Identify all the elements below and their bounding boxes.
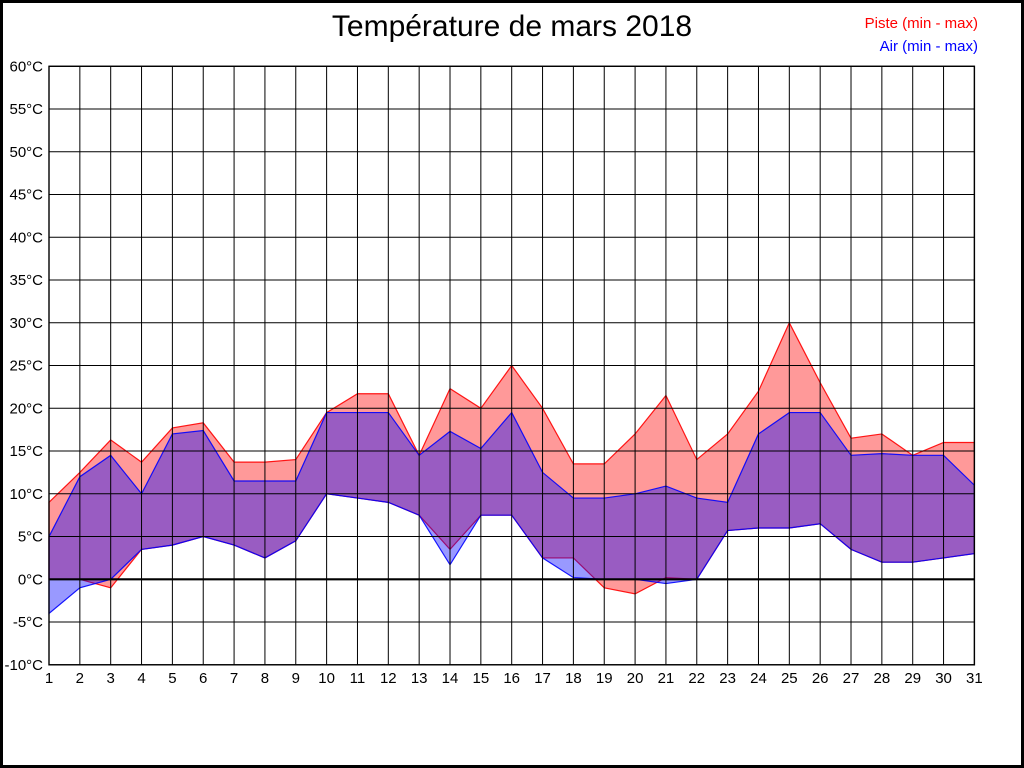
svg-text:22: 22 — [688, 670, 705, 687]
svg-text:-10°C: -10°C — [4, 657, 43, 674]
svg-text:25°C: 25°C — [9, 358, 43, 375]
svg-text:28: 28 — [874, 670, 891, 687]
svg-text:35°C: 35°C — [9, 272, 43, 289]
svg-text:27: 27 — [843, 670, 860, 687]
svg-text:20°C: 20°C — [9, 400, 43, 417]
svg-text:6: 6 — [199, 670, 207, 687]
svg-text:23: 23 — [719, 670, 736, 687]
svg-text:1: 1 — [45, 670, 53, 687]
svg-text:60°C: 60°C — [9, 58, 43, 75]
svg-text:24: 24 — [750, 670, 767, 687]
svg-text:25: 25 — [781, 670, 798, 687]
svg-text:30°C: 30°C — [9, 315, 43, 332]
svg-text:12: 12 — [380, 670, 397, 687]
svg-text:3: 3 — [107, 670, 115, 687]
svg-text:7: 7 — [230, 670, 238, 687]
svg-text:11: 11 — [350, 670, 366, 687]
svg-text:13: 13 — [411, 670, 428, 687]
svg-text:55°C: 55°C — [9, 101, 43, 118]
svg-text:15°C: 15°C — [9, 443, 43, 460]
svg-text:5°C: 5°C — [18, 529, 43, 546]
svg-text:-5°C: -5°C — [13, 614, 43, 631]
svg-text:9: 9 — [292, 670, 300, 687]
svg-text:10°C: 10°C — [9, 486, 43, 503]
svg-text:17: 17 — [534, 670, 551, 687]
svg-text:2: 2 — [76, 670, 84, 687]
svg-text:15: 15 — [473, 670, 490, 687]
svg-text:4: 4 — [137, 670, 145, 687]
svg-text:14: 14 — [442, 670, 459, 687]
svg-text:50°C: 50°C — [9, 144, 43, 161]
svg-text:8: 8 — [261, 670, 269, 687]
svg-text:29: 29 — [904, 670, 921, 687]
svg-text:20: 20 — [627, 670, 644, 687]
svg-text:0°C: 0°C — [18, 571, 43, 588]
svg-text:10: 10 — [318, 670, 335, 687]
svg-text:26: 26 — [812, 670, 829, 687]
svg-text:21: 21 — [658, 670, 675, 687]
svg-text:31: 31 — [966, 670, 983, 687]
svg-text:45°C: 45°C — [9, 187, 43, 204]
svg-text:18: 18 — [565, 670, 582, 687]
svg-text:19: 19 — [596, 670, 613, 687]
svg-text:30: 30 — [935, 670, 952, 687]
svg-text:5: 5 — [168, 670, 176, 687]
svg-text:40°C: 40°C — [9, 229, 43, 246]
svg-text:16: 16 — [503, 670, 520, 687]
